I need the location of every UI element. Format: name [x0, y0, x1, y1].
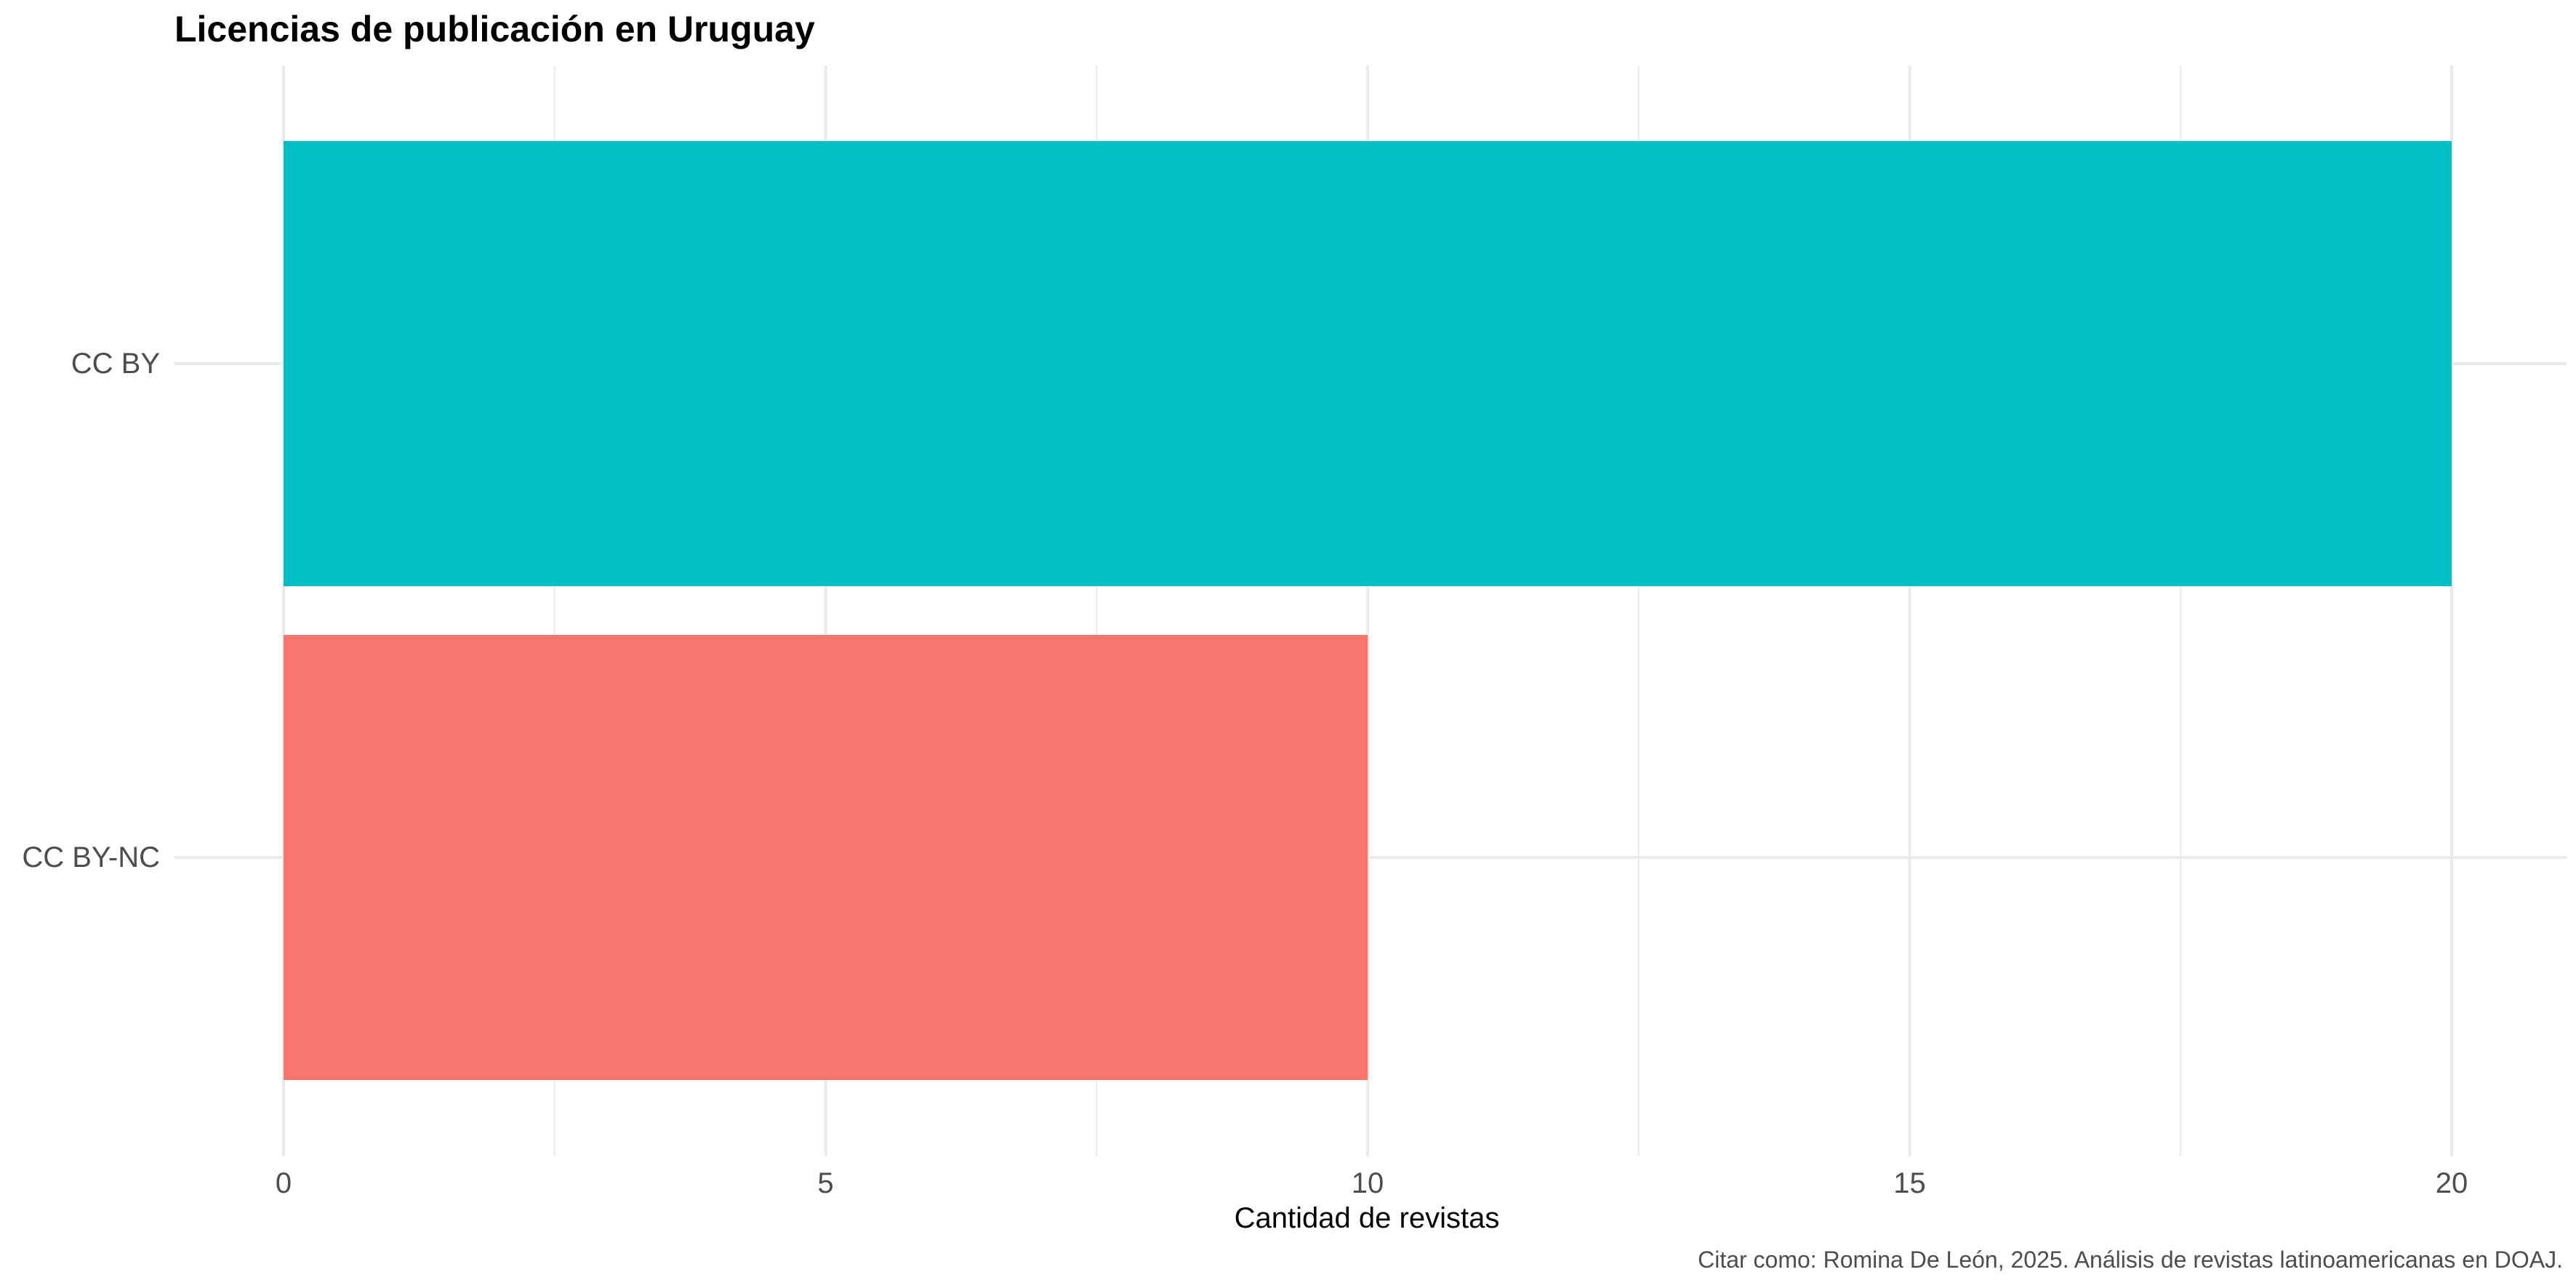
bar-cc-by-nc	[284, 635, 1368, 1080]
y-tick-label: CC BY-NC	[22, 841, 160, 873]
x-tick-label: 20	[2436, 1167, 2468, 1199]
x-tick-label: 5	[817, 1167, 833, 1199]
x-tick-label: 0	[276, 1167, 292, 1199]
x-axis-tick-labels: 0 5 10 15 20	[276, 1167, 2468, 1199]
chart-caption: Citar como: Romina De León, 2025. Anális…	[1698, 1247, 2563, 1273]
x-axis-title: Cantidad de revistas	[1235, 1202, 1500, 1234]
x-tick-label: 15	[1893, 1167, 1926, 1199]
y-tick-label: CC BY	[71, 348, 160, 380]
chart-title: Licencias de publicación en Uruguay	[174, 9, 815, 49]
bars	[284, 141, 2452, 1080]
y-axis-tick-labels: CC BY CC BY-NC	[22, 348, 160, 873]
x-tick-label: 10	[1352, 1167, 1384, 1199]
bar-cc-by	[284, 141, 2452, 586]
